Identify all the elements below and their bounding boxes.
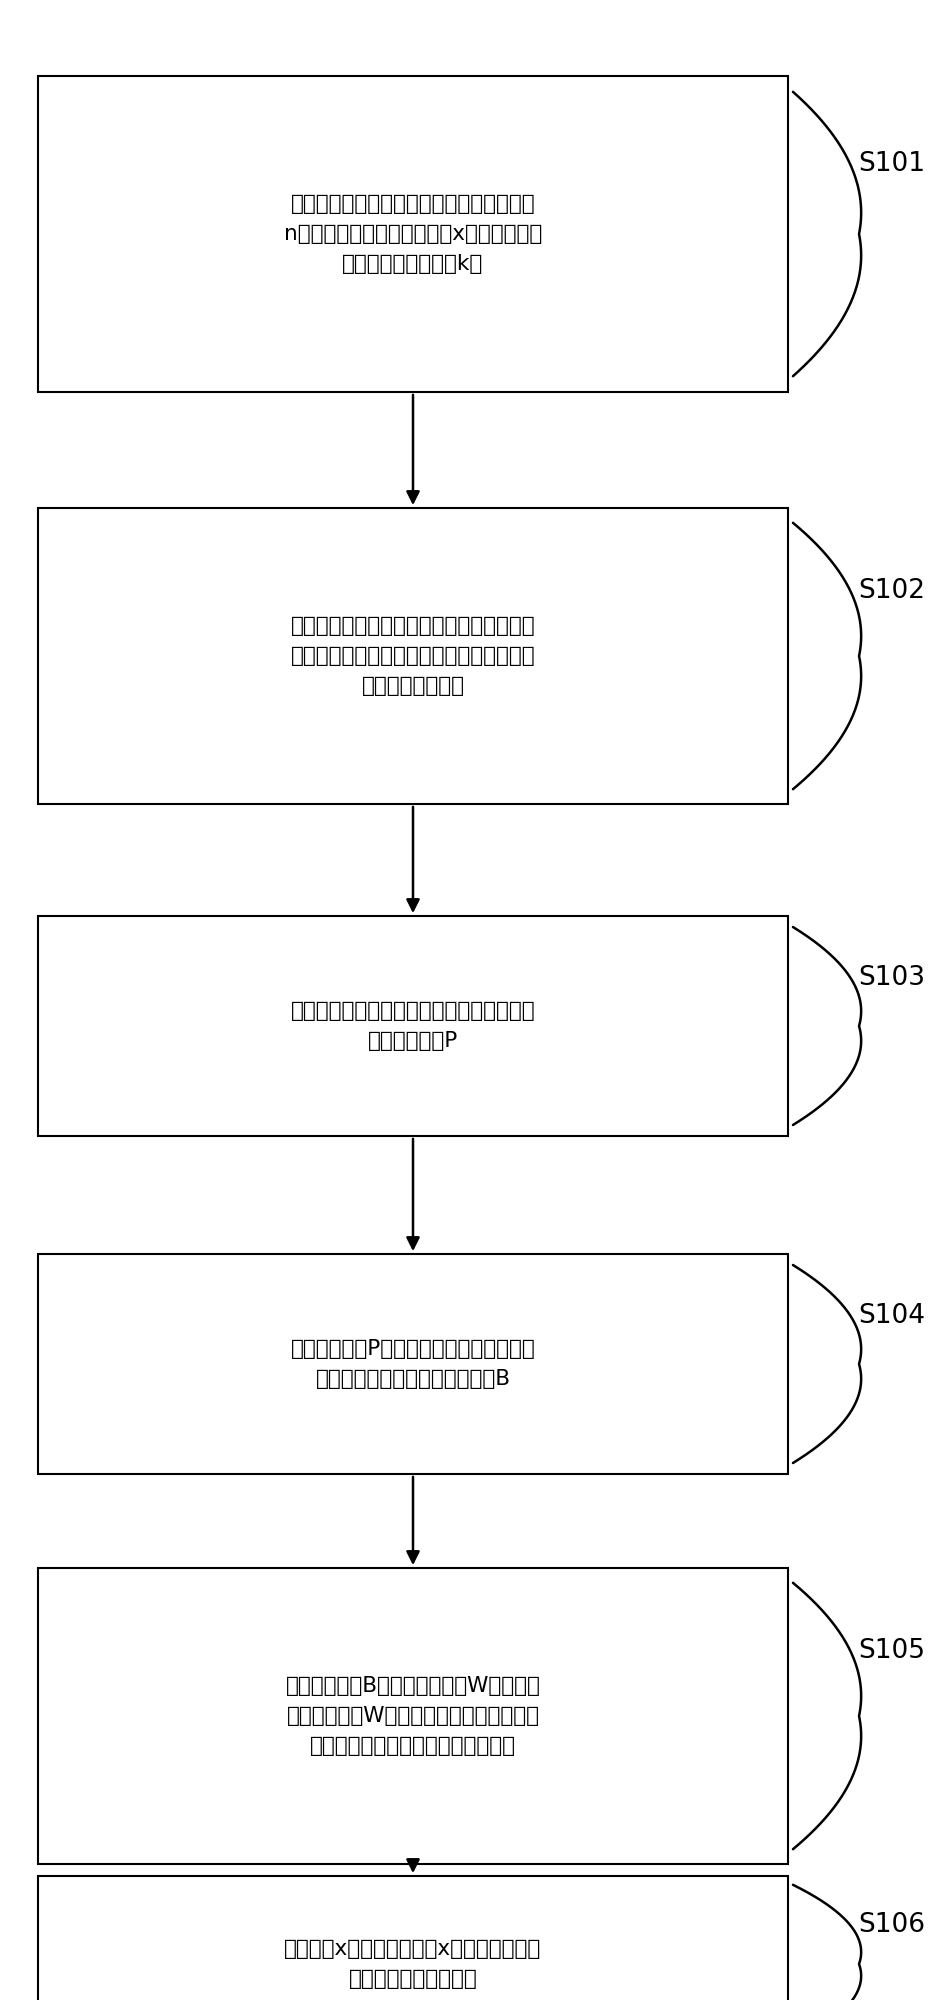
Text: S101: S101 — [859, 152, 925, 178]
Text: 对所述聚合空间协方差矩阵进行特征分解并
构造白化矩阵P: 对所述聚合空间协方差矩阵进行特征分解并 构造白化矩阵P — [291, 1000, 535, 1052]
Text: 通过特征向量B构造空间过滤器W，使用所
述空间过滤器W提取每类脑电信号的特征，
以得到与当前训练集对应的分类模型: 通过特征向量B构造空间过滤器W，使用所 述空间过滤器W提取每类脑电信号的特征， … — [286, 1676, 540, 1756]
FancyBboxPatch shape — [38, 1568, 788, 1864]
Text: S102: S102 — [859, 578, 925, 604]
Text: 在每个训练集中，利用核矩阵计算脑电信号
的协方差矩阵，根据所述协方差矩阵得到聚
合空间协方差矩阵: 在每个训练集中，利用核矩阵计算脑电信号 的协方差矩阵，根据所述协方差矩阵得到聚 … — [291, 616, 535, 696]
FancyBboxPatch shape — [38, 76, 788, 392]
FancyBboxPatch shape — [38, 1876, 788, 2000]
Text: 利用白化矩阵P对所述协方差矩阵进行变换
并进行特征分解，得到特征向量B: 利用白化矩阵P对所述协方差矩阵进行变换 并进行特征分解，得到特征向量B — [291, 1338, 535, 1390]
Text: 在脑电信号的原始样本集中以每次随机抽取
n个脑电信号样本的方式组成x个训练集，其
中所述脑电信号分为k类: 在脑电信号的原始样本集中以每次随机抽取 n个脑电信号样本的方式组成x个训练集，其… — [284, 194, 542, 274]
Text: S103: S103 — [859, 964, 925, 990]
Text: S104: S104 — [859, 1302, 925, 1328]
Text: S105: S105 — [859, 1638, 925, 1664]
FancyBboxPatch shape — [38, 916, 788, 1136]
FancyBboxPatch shape — [38, 508, 788, 804]
Text: 利用所述x个训练集获得的x个分类模型确定
待分类脑电信号的类别: 利用所述x个训练集获得的x个分类模型确定 待分类脑电信号的类别 — [284, 1938, 542, 1990]
FancyBboxPatch shape — [38, 1254, 788, 1474]
Text: S106: S106 — [859, 1912, 925, 1938]
